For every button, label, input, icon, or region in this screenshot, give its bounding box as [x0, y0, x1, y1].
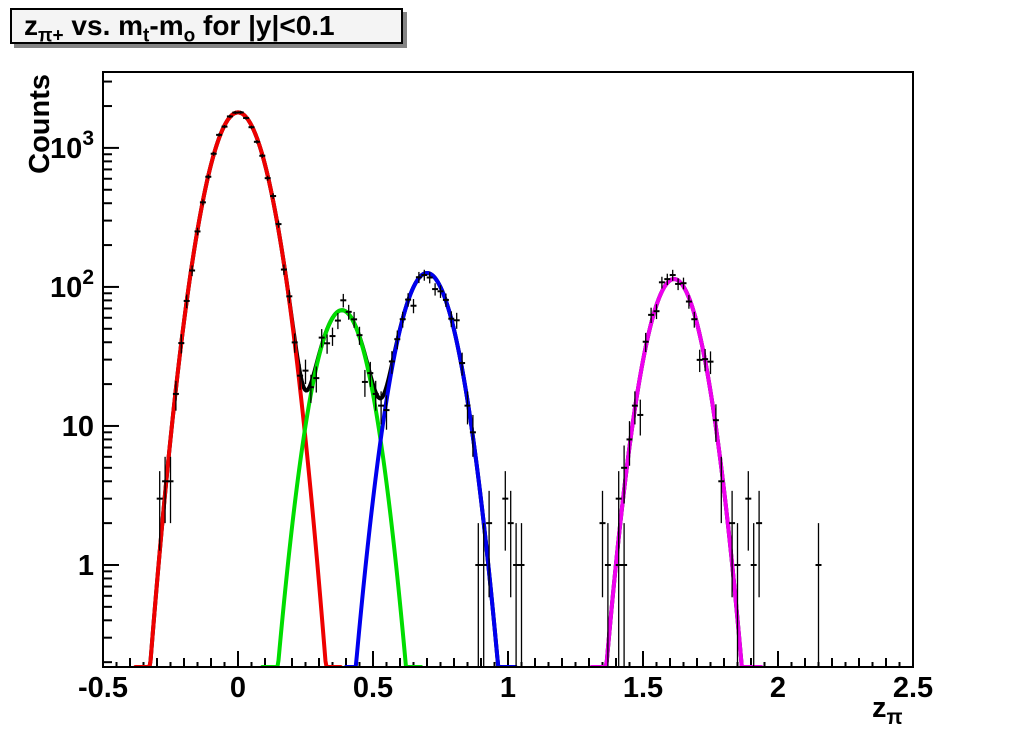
data-points	[156, 111, 822, 667]
x-tick-labels: -0.5 0 0.5 1 1.5 2 2.5	[78, 672, 933, 704]
x-tick-label: 0.5	[353, 672, 393, 704]
plot-frame	[102, 71, 914, 668]
x-axis-title: zπ	[872, 692, 903, 729]
y-axis-title: Counts	[24, 74, 56, 174]
y-tick-label: 10	[62, 411, 94, 443]
y-tick-labels: 1 10 102 103	[50, 127, 94, 582]
x-tick-label: 0	[230, 672, 246, 704]
x-axis-ticks	[102, 651, 914, 667]
title-box: zπ+ vs. mt-mo for |y|<0.1	[10, 8, 403, 47]
x-tick-label: 2.5	[893, 672, 933, 704]
x-tick-label: 1	[500, 672, 516, 704]
x-tick-label: 1.5	[623, 672, 663, 704]
total-fit-curve-1	[595, 277, 753, 667]
y-axis-ticks	[103, 80, 119, 664]
y-tick-label: 1	[78, 550, 94, 582]
total-fit-curve-0	[138, 110, 510, 667]
x-tick-label: 2	[770, 672, 786, 704]
chart-title: zπ+ vs. mt-mo for |y|<0.1	[24, 10, 335, 47]
y-tick-label: 102	[50, 266, 94, 304]
gauss-green-curve	[260, 308, 424, 667]
x-tick-label: -0.5	[78, 672, 128, 704]
gauss-magenta-curve	[589, 277, 764, 667]
gauss-blue-curve	[344, 270, 518, 667]
y-tick-label: 103	[50, 127, 94, 165]
